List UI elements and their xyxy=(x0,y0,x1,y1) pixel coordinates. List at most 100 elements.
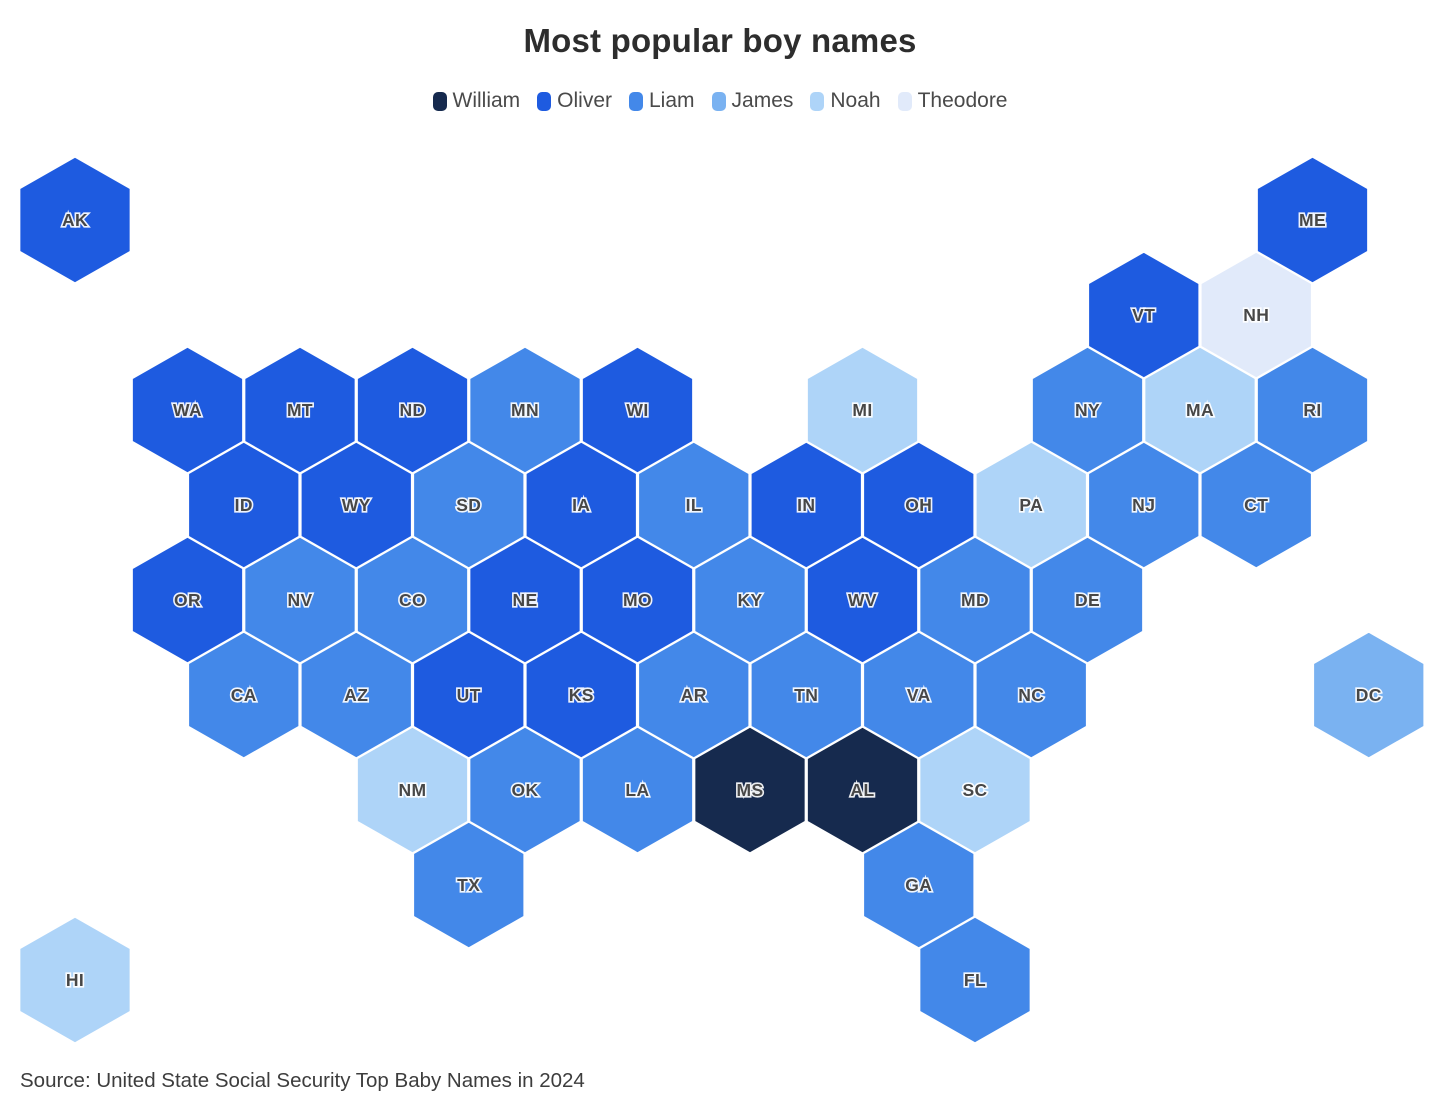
state-tile-mo: MO xyxy=(581,536,694,664)
state-label-hi: HI xyxy=(66,970,84,990)
state-tile-de: DE xyxy=(1031,536,1144,664)
state-hex-wa[interactable] xyxy=(131,346,244,474)
state-hex-ne[interactable] xyxy=(469,536,581,664)
state-hex-il[interactable] xyxy=(637,441,750,569)
state-tile-mt: MT xyxy=(244,346,356,474)
state-hex-la[interactable] xyxy=(581,726,694,854)
state-label-mo: MO xyxy=(623,590,652,610)
state-hex-wv[interactable] xyxy=(806,536,919,664)
state-hex-ia[interactable] xyxy=(525,441,638,569)
state-hex-ma[interactable] xyxy=(1144,346,1256,474)
legend-item-liam[interactable]: Liam xyxy=(629,89,695,113)
state-tile-mn: MN xyxy=(469,346,581,474)
state-hex-ca[interactable] xyxy=(187,631,300,759)
state-hex-ny[interactable] xyxy=(1031,346,1144,474)
state-label-nc: NC xyxy=(1018,685,1044,705)
state-hex-ri[interactable] xyxy=(1256,346,1369,474)
state-hex-tn[interactable] xyxy=(750,631,863,759)
state-hex-dc[interactable] xyxy=(1312,631,1425,759)
state-tile-ia: IA xyxy=(525,441,638,569)
state-hex-ks[interactable] xyxy=(525,631,638,759)
state-hex-wi[interactable] xyxy=(581,346,694,474)
state-hex-ct[interactable] xyxy=(1200,441,1313,569)
state-hex-ak[interactable] xyxy=(19,156,131,284)
state-tile-ok: OK xyxy=(469,726,581,854)
state-hex-mo[interactable] xyxy=(581,536,694,664)
state-tile-ct: CT xyxy=(1200,441,1313,569)
state-hex-vt[interactable] xyxy=(1087,251,1200,379)
state-label-de: DE xyxy=(1075,590,1100,610)
legend-item-noah[interactable]: Noah xyxy=(810,89,881,113)
state-hex-nm[interactable] xyxy=(356,726,469,854)
state-hex-mt[interactable] xyxy=(244,346,356,474)
state-hex-me[interactable] xyxy=(1256,156,1369,284)
state-label-me: ME xyxy=(1299,210,1326,230)
legend-item-james[interactable]: James xyxy=(711,89,794,113)
state-label-ar: AR xyxy=(681,685,707,705)
state-label-ok: OK xyxy=(511,780,538,800)
state-hex-or[interactable] xyxy=(131,536,244,664)
legend-item-theodore[interactable]: Theodore xyxy=(897,89,1008,113)
state-label-sc: SC xyxy=(962,780,987,800)
state-label-va: VA xyxy=(907,685,931,705)
legend-swatch-icon xyxy=(537,91,552,111)
state-hex-nv[interactable] xyxy=(244,536,356,664)
state-hex-in[interactable] xyxy=(750,441,863,569)
legend: William Oliver Liam James Noah Theodore xyxy=(0,89,1440,113)
state-hex-oh[interactable] xyxy=(862,441,975,569)
legend-item-oliver[interactable]: Oliver xyxy=(537,89,612,113)
state-hex-az[interactable] xyxy=(300,631,413,759)
state-label-mt: MT xyxy=(287,400,313,420)
state-hex-nh[interactable] xyxy=(1200,251,1313,379)
state-hex-sd[interactable] xyxy=(412,441,525,569)
state-hex-hi[interactable] xyxy=(19,916,131,1044)
state-hex-ky[interactable] xyxy=(694,536,806,664)
state-hex-fl[interactable] xyxy=(919,916,1031,1044)
state-hex-mn[interactable] xyxy=(469,346,581,474)
state-tile-ny: NY xyxy=(1031,346,1144,474)
state-label-il: IL xyxy=(686,495,702,515)
state-hex-ar[interactable] xyxy=(637,631,750,759)
state-hex-va[interactable] xyxy=(862,631,975,759)
state-hex-nj[interactable] xyxy=(1087,441,1200,569)
state-tile-co: CO xyxy=(356,536,469,664)
state-tile-nh: NH xyxy=(1200,251,1313,379)
state-label-ny: NY xyxy=(1075,400,1100,420)
state-tile-nj: NJ xyxy=(1087,441,1200,569)
state-hex-mi[interactable] xyxy=(806,346,919,474)
legend-label: James xyxy=(731,89,794,112)
state-tile-me: ME xyxy=(1256,156,1369,284)
state-hex-tx[interactable] xyxy=(412,821,525,949)
state-label-ma: MA xyxy=(1186,400,1214,420)
state-hex-ms[interactable] xyxy=(694,726,806,854)
state-label-wv: WV xyxy=(848,590,877,610)
state-hex-wy[interactable] xyxy=(300,441,413,569)
state-tile-mi: MI xyxy=(806,346,919,474)
state-hex-ok[interactable] xyxy=(469,726,581,854)
state-hex-sc[interactable] xyxy=(919,726,1031,854)
state-hex-id[interactable] xyxy=(187,441,300,569)
legend-label: Theodore xyxy=(917,89,1008,112)
state-label-co: CO xyxy=(399,590,426,610)
state-tile-ga: GA xyxy=(862,821,975,949)
legend-item-william[interactable]: William xyxy=(432,89,520,113)
state-hex-co[interactable] xyxy=(356,536,469,664)
state-hex-ut[interactable] xyxy=(412,631,525,759)
state-label-al: AL xyxy=(850,780,874,800)
state-tile-hi: HI xyxy=(19,916,131,1044)
source-note: Source: United State Social Security Top… xyxy=(20,1069,585,1092)
state-tile-ar: AR xyxy=(637,631,750,759)
state-tile-wy: WY xyxy=(300,441,413,569)
state-hex-nd[interactable] xyxy=(356,346,469,474)
state-tile-oh: OH xyxy=(862,441,975,569)
state-hex-ga[interactable] xyxy=(862,821,975,949)
state-hex-nc[interactable] xyxy=(975,631,1088,759)
state-hex-md[interactable] xyxy=(919,536,1031,664)
state-hex-al[interactable] xyxy=(806,726,919,854)
state-tile-in: IN xyxy=(750,441,863,569)
state-hex-pa[interactable] xyxy=(975,441,1088,569)
state-hex-de[interactable] xyxy=(1031,536,1144,664)
state-tile-nm: NM xyxy=(356,726,469,854)
state-tile-vt: VT xyxy=(1087,251,1200,379)
